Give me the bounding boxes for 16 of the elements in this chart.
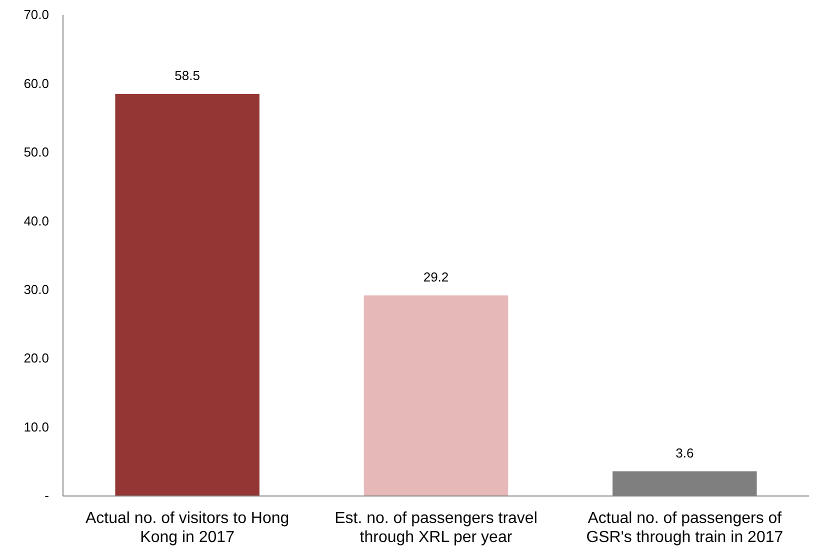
- y-tick-label: 20.0: [24, 350, 49, 366]
- bar: [115, 94, 260, 496]
- data-label: 3.6: [676, 445, 694, 460]
- y-tick-label: 60.0: [24, 76, 49, 91]
- data-label: 58.5: [174, 68, 200, 84]
- x-tick-label: Actual no. of passengers of GSR's through train in 2017: [586, 510, 784, 546]
- x-tick-label: Est. no. of passengers travel through XRL per year: [334, 510, 538, 546]
- data-label: 29.2: [423, 269, 449, 284]
- y-tick-label: 10.0: [24, 419, 49, 434]
- y-tick-label: -: [44, 488, 49, 504]
- bar: [364, 295, 508, 496]
- y-tick-label: 50.0: [24, 144, 49, 160]
- y-tick-label: 30.0: [24, 282, 49, 298]
- y-tick-label: 70.0: [24, 7, 49, 22]
- x-tick-label: Actual no. of visitors to Hong Kong in 2017: [86, 510, 290, 546]
- y-tick-label: 40.0: [24, 213, 49, 228]
